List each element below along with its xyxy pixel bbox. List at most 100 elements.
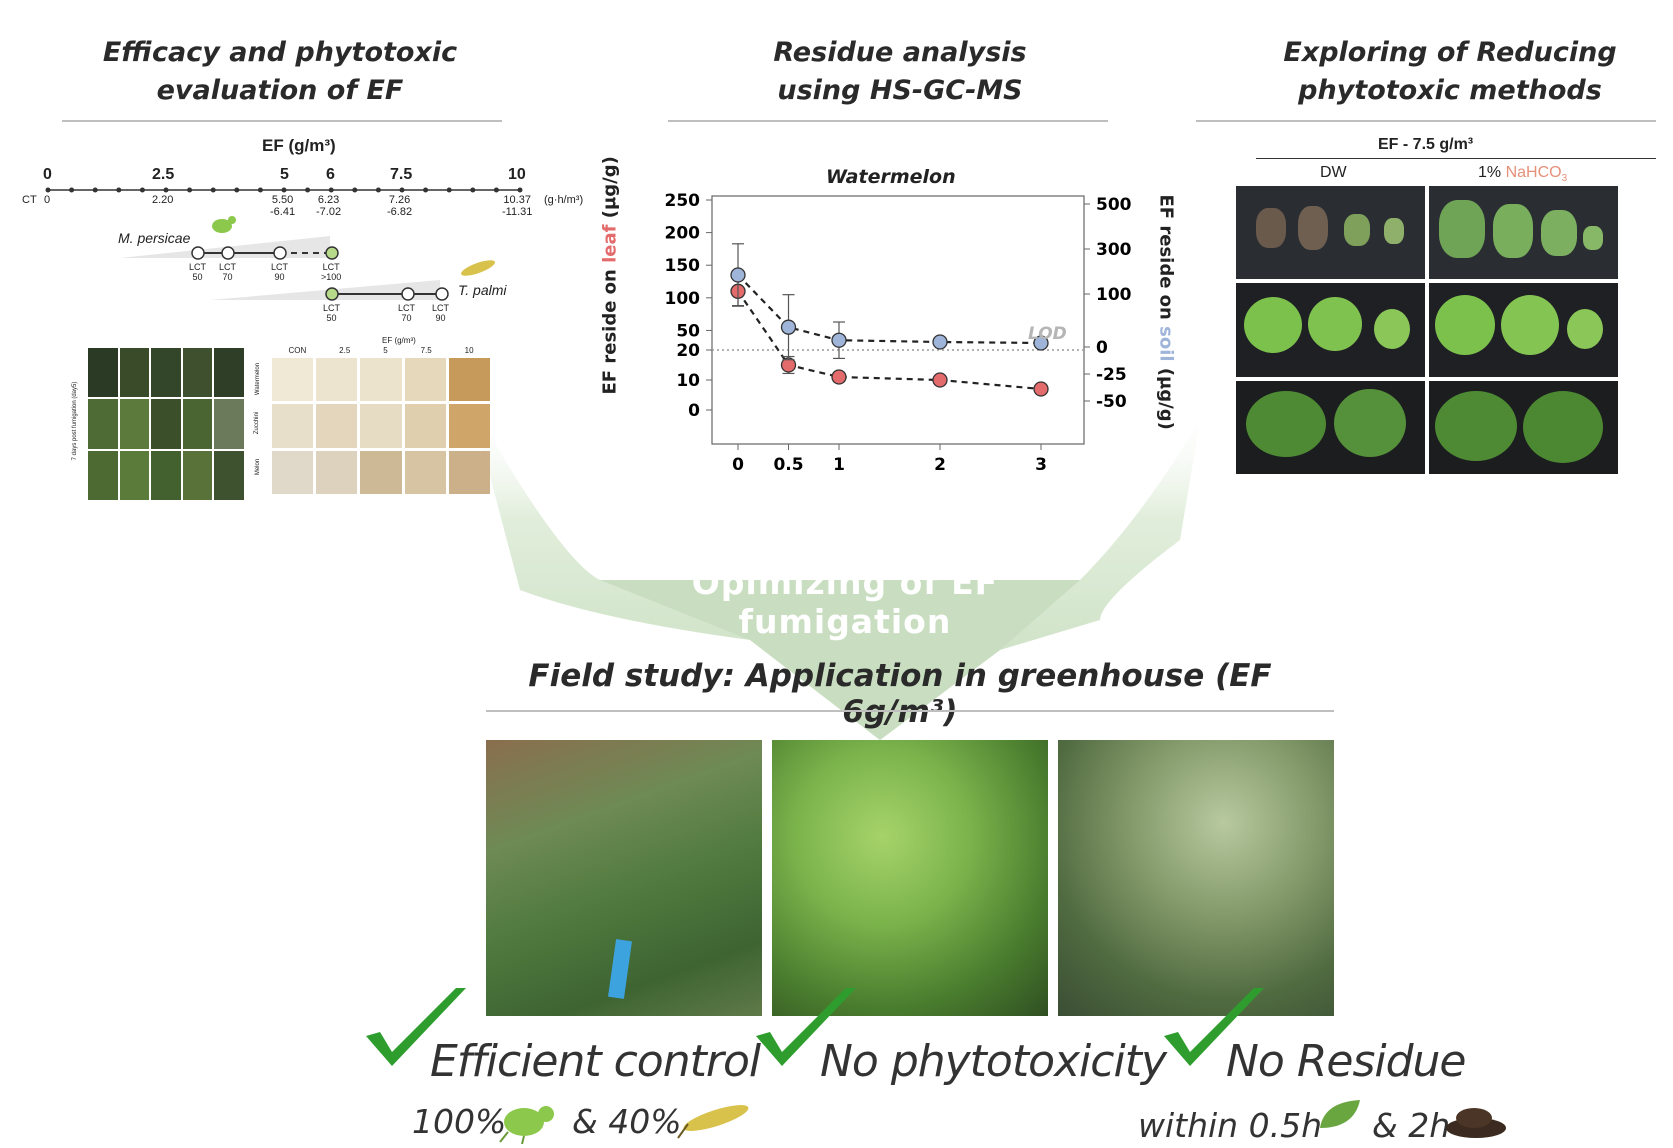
leaf-point — [831, 369, 847, 385]
divider — [1196, 120, 1656, 122]
y-right-tick-label: -25 — [1096, 365, 1127, 385]
reduce-header: EF - 7.5 g/m³ — [1378, 136, 1474, 153]
y-left-tick-label: 0 — [688, 401, 700, 421]
x-tick-label: 0.5 — [773, 455, 803, 475]
col-label: CON — [288, 346, 307, 355]
thrips-icon — [677, 1105, 749, 1139]
dose-label: 6 — [326, 166, 335, 183]
sub-caption-thrips: & 40% — [572, 1102, 682, 1141]
title-line: phytotoxic methods — [1298, 75, 1602, 106]
dose-tick — [139, 187, 145, 193]
y-left-tick-label: 20 — [676, 341, 700, 361]
lct-label: LCT 90 — [271, 262, 289, 282]
ylabel-post: (μg/g) — [1155, 361, 1177, 430]
dose-tick — [69, 187, 75, 193]
phyto-grid-cols: CON 2.5 5 7.5 10 — [272, 346, 490, 355]
col-label: 2.5 — [339, 346, 351, 355]
col-label-nahco3: 1% NaHCO3 — [1478, 164, 1567, 184]
dose-tick — [305, 187, 311, 193]
ylabel-highlight-soil: soil — [1155, 326, 1177, 362]
ct-value: 6.23 -7.02 — [316, 194, 341, 218]
y-axis-label-right: EF reside on soil (μg/g) — [1155, 195, 1177, 430]
plant-photo-grid — [88, 348, 244, 500]
dose-scale — [45, 187, 523, 301]
ylabel-highlight-leaf: leaf — [599, 224, 621, 263]
y-right-tick-label: 0 — [1096, 338, 1108, 358]
x-tick-label: 3 — [1035, 455, 1047, 475]
plot-frame — [711, 195, 1085, 445]
field-photo-zucchini — [772, 740, 1048, 1016]
ct-bottom: -6.41 — [270, 206, 296, 218]
pest-name-tpalmi: T. palmi — [458, 282, 507, 298]
dose-tick — [187, 187, 193, 193]
dose-tick — [399, 187, 405, 193]
lct-label: LCT 70 — [398, 303, 416, 323]
divider — [668, 120, 1108, 122]
title-line: evaluation of EF — [156, 75, 404, 106]
y-right-tick-label: 100 — [1096, 285, 1132, 305]
reduce-header-rule — [1256, 158, 1656, 159]
lct-label: LCT 50 — [323, 303, 341, 323]
title-line: using HS-GC-MS — [777, 75, 1023, 106]
dose-tick — [210, 187, 216, 193]
col-label: 7.5 — [420, 346, 432, 355]
sub-caption-soil-time: & 2h — [1372, 1106, 1451, 1145]
dose-label: 5 — [280, 166, 289, 183]
col-label: 10 — [464, 346, 474, 355]
ct-top: 10.37 — [503, 194, 531, 206]
result-no-phytotoxicity: No phytotoxicity — [820, 1036, 1167, 1087]
dose-tick — [328, 187, 334, 193]
row-label: Zucchini — [254, 411, 261, 435]
section-title-residue: Residue analysis using HS-GC-MS — [700, 34, 1100, 110]
dose-tick — [163, 187, 169, 193]
y-right-tick-label: -50 — [1096, 392, 1127, 412]
divider — [486, 710, 1334, 712]
sub-caption-aphid: 100% — [412, 1102, 507, 1141]
row-label: Watermelon — [255, 362, 262, 396]
x-tick-label: 1 — [833, 455, 845, 475]
leaf-point — [932, 372, 948, 388]
photo-nahco3-2 — [1429, 283, 1618, 377]
soil-point — [831, 332, 847, 348]
y-left-tick-label: 150 — [665, 256, 701, 276]
dose-tick — [92, 187, 98, 193]
dose-scale-title: EF (g/m³) — [262, 136, 336, 155]
photo-dw-1 — [1236, 186, 1425, 280]
dose-tick — [234, 187, 240, 193]
ct-value: 2.20 — [152, 194, 174, 206]
divider — [62, 120, 502, 122]
lod-label: LOD — [1028, 324, 1067, 344]
y-axis-label-left: EF reside on leaf (μg/g) — [599, 156, 621, 394]
col-label-dw: DW — [1320, 164, 1347, 181]
lct-label: LCT 70 — [219, 262, 237, 282]
field-photo-watermelon — [486, 740, 762, 1016]
y-right-tick-label: 500 — [1096, 195, 1132, 215]
y-left-tick-label: 50 — [676, 321, 700, 341]
dose-tick — [517, 187, 523, 193]
ct-label: CT — [22, 194, 37, 206]
aphid-icon — [499, 1106, 554, 1144]
y-left-tick-label: 250 — [665, 191, 701, 211]
chart-title: Watermelon — [826, 166, 956, 188]
soil-point — [730, 267, 746, 283]
soil-point — [932, 334, 948, 350]
leaf-point — [1033, 381, 1049, 397]
dose-tick — [493, 187, 499, 193]
result-efficient-control: Efficient control — [430, 1036, 761, 1087]
ct-value: 7.26 -6.82 — [387, 194, 412, 218]
result-no-residue: No Residue — [1226, 1036, 1466, 1087]
dose-tick — [446, 187, 452, 193]
ct-top: 7.26 — [388, 194, 411, 206]
photo-nahco3-1 — [1429, 186, 1618, 280]
dose-label: 2.5 — [152, 166, 175, 183]
dose-tick — [470, 187, 476, 193]
x-tick-label: 0 — [732, 455, 744, 475]
ylabel-post: (μg/g) — [599, 156, 621, 225]
col-label: 5 — [383, 346, 388, 355]
section-title-reducing: Exploring of Reducing phytotoxic methods — [1240, 34, 1660, 110]
ct-bottom: -11.31 — [502, 206, 533, 218]
photo-dw-2 — [1236, 283, 1425, 377]
photo-nahco3-3 — [1429, 380, 1618, 474]
